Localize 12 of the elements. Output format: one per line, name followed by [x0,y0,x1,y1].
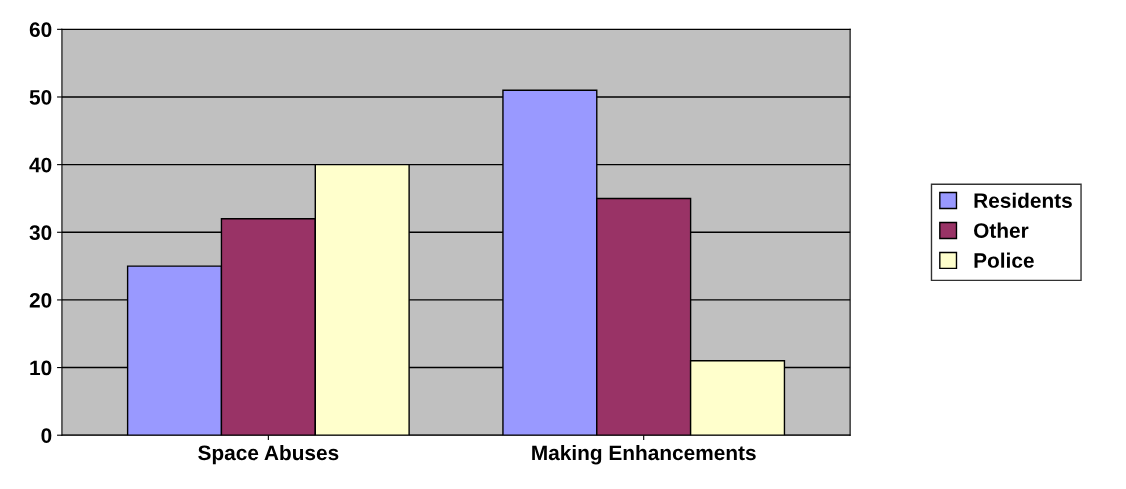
legend-label: Residents [974,192,1072,208]
y-tick-label: 20 [29,292,52,308]
x-tick-label: Making Enhancements [532,444,756,465]
y-tick-label: 30 [29,225,52,241]
legend-label: Police [974,252,1034,268]
y-tick-label: 10 [30,360,52,376]
x-tick-label: Space Abuses [198,444,339,465]
y-tick-label: 50 [29,89,52,105]
legend-label: Other [974,222,1029,238]
y-tick-label: 0 [41,428,52,443]
y-tick-label: 40 [29,157,52,173]
y-tick-label: 60 [29,22,52,38]
